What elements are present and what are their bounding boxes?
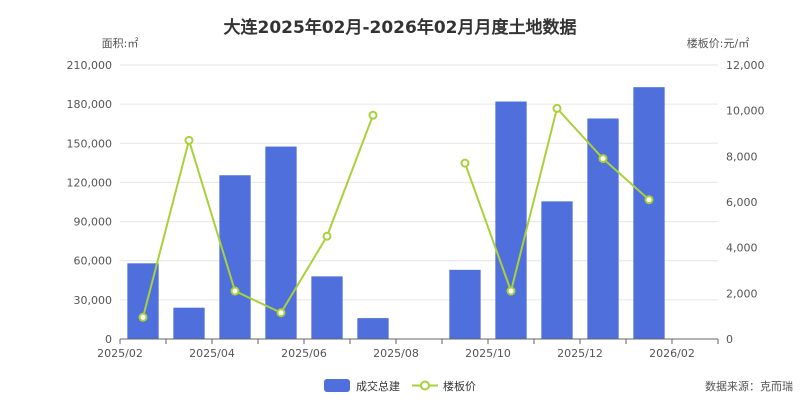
x-tick-label: 2025/02	[97, 347, 143, 360]
line-segment	[142, 114, 374, 318]
left-tick-label: 60,000	[74, 255, 113, 268]
line-point	[644, 195, 654, 205]
left-tick-label: 30,000	[74, 294, 113, 307]
bar	[587, 118, 619, 339]
bar	[449, 269, 481, 339]
bar	[311, 276, 343, 339]
line-point	[230, 286, 240, 296]
line-point	[184, 135, 194, 145]
line-point	[598, 154, 608, 164]
x-tick-label: 2025/04	[189, 347, 235, 360]
data-source: 数据来源：克而瑞	[705, 379, 793, 393]
bar	[495, 101, 527, 340]
right-tick-label: 2,000	[726, 287, 758, 300]
line-point	[322, 231, 332, 241]
line-point	[138, 312, 148, 322]
line-point	[276, 308, 286, 318]
right-axis-name: 楼板价:元/㎡	[687, 36, 749, 50]
bar-series	[127, 87, 665, 340]
left-tick-label: 90,000	[74, 216, 113, 229]
right-tick-label: 4,000	[726, 242, 758, 255]
line-point	[552, 103, 562, 113]
right-tick-label: 10,000	[726, 105, 765, 118]
left-axis-name: 面积:㎡	[102, 37, 139, 50]
x-tick-label: 2025/08	[373, 347, 419, 360]
bar	[173, 307, 205, 339]
right-tick-label: 8,000	[726, 150, 758, 163]
legend-bar-label[interactable]: 成交总建	[356, 379, 400, 393]
x-tick-label: 2025/10	[465, 347, 511, 360]
right-tick-label: 6,000	[726, 196, 758, 209]
line-point	[460, 158, 470, 168]
right-tick-label: 12,000	[726, 59, 765, 72]
bar	[357, 318, 389, 339]
legend: 成交总建 楼板价	[324, 379, 476, 393]
x-tick-label: 2025/12	[557, 347, 603, 360]
right-tick-label: 0	[726, 333, 733, 346]
left-tick-label: 120,000	[67, 176, 113, 189]
legend-bar-swatch[interactable]	[324, 379, 350, 392]
chart-title: 大连2025年02月-2026年02月月度土地数据	[224, 17, 577, 38]
bar	[541, 201, 573, 339]
bar	[633, 87, 665, 339]
left-tick-label: 0	[105, 333, 112, 346]
line-series	[138, 103, 654, 322]
axes: 0 30,000 60,000 90,000 120,000 150,000 180,000…	[67, 59, 765, 360]
line-point	[368, 110, 378, 120]
left-tick-label: 150,000	[67, 137, 113, 150]
x-tick-label: 2026/02	[649, 347, 695, 360]
left-tick-label: 180,000	[67, 98, 113, 111]
legend-line-marker[interactable]	[420, 380, 430, 391]
x-tick-label: 2025/06	[281, 347, 327, 360]
legend-line-label[interactable]: 楼板价	[443, 379, 476, 393]
line-point	[506, 286, 516, 296]
left-tick-label: 210,000	[67, 59, 113, 72]
